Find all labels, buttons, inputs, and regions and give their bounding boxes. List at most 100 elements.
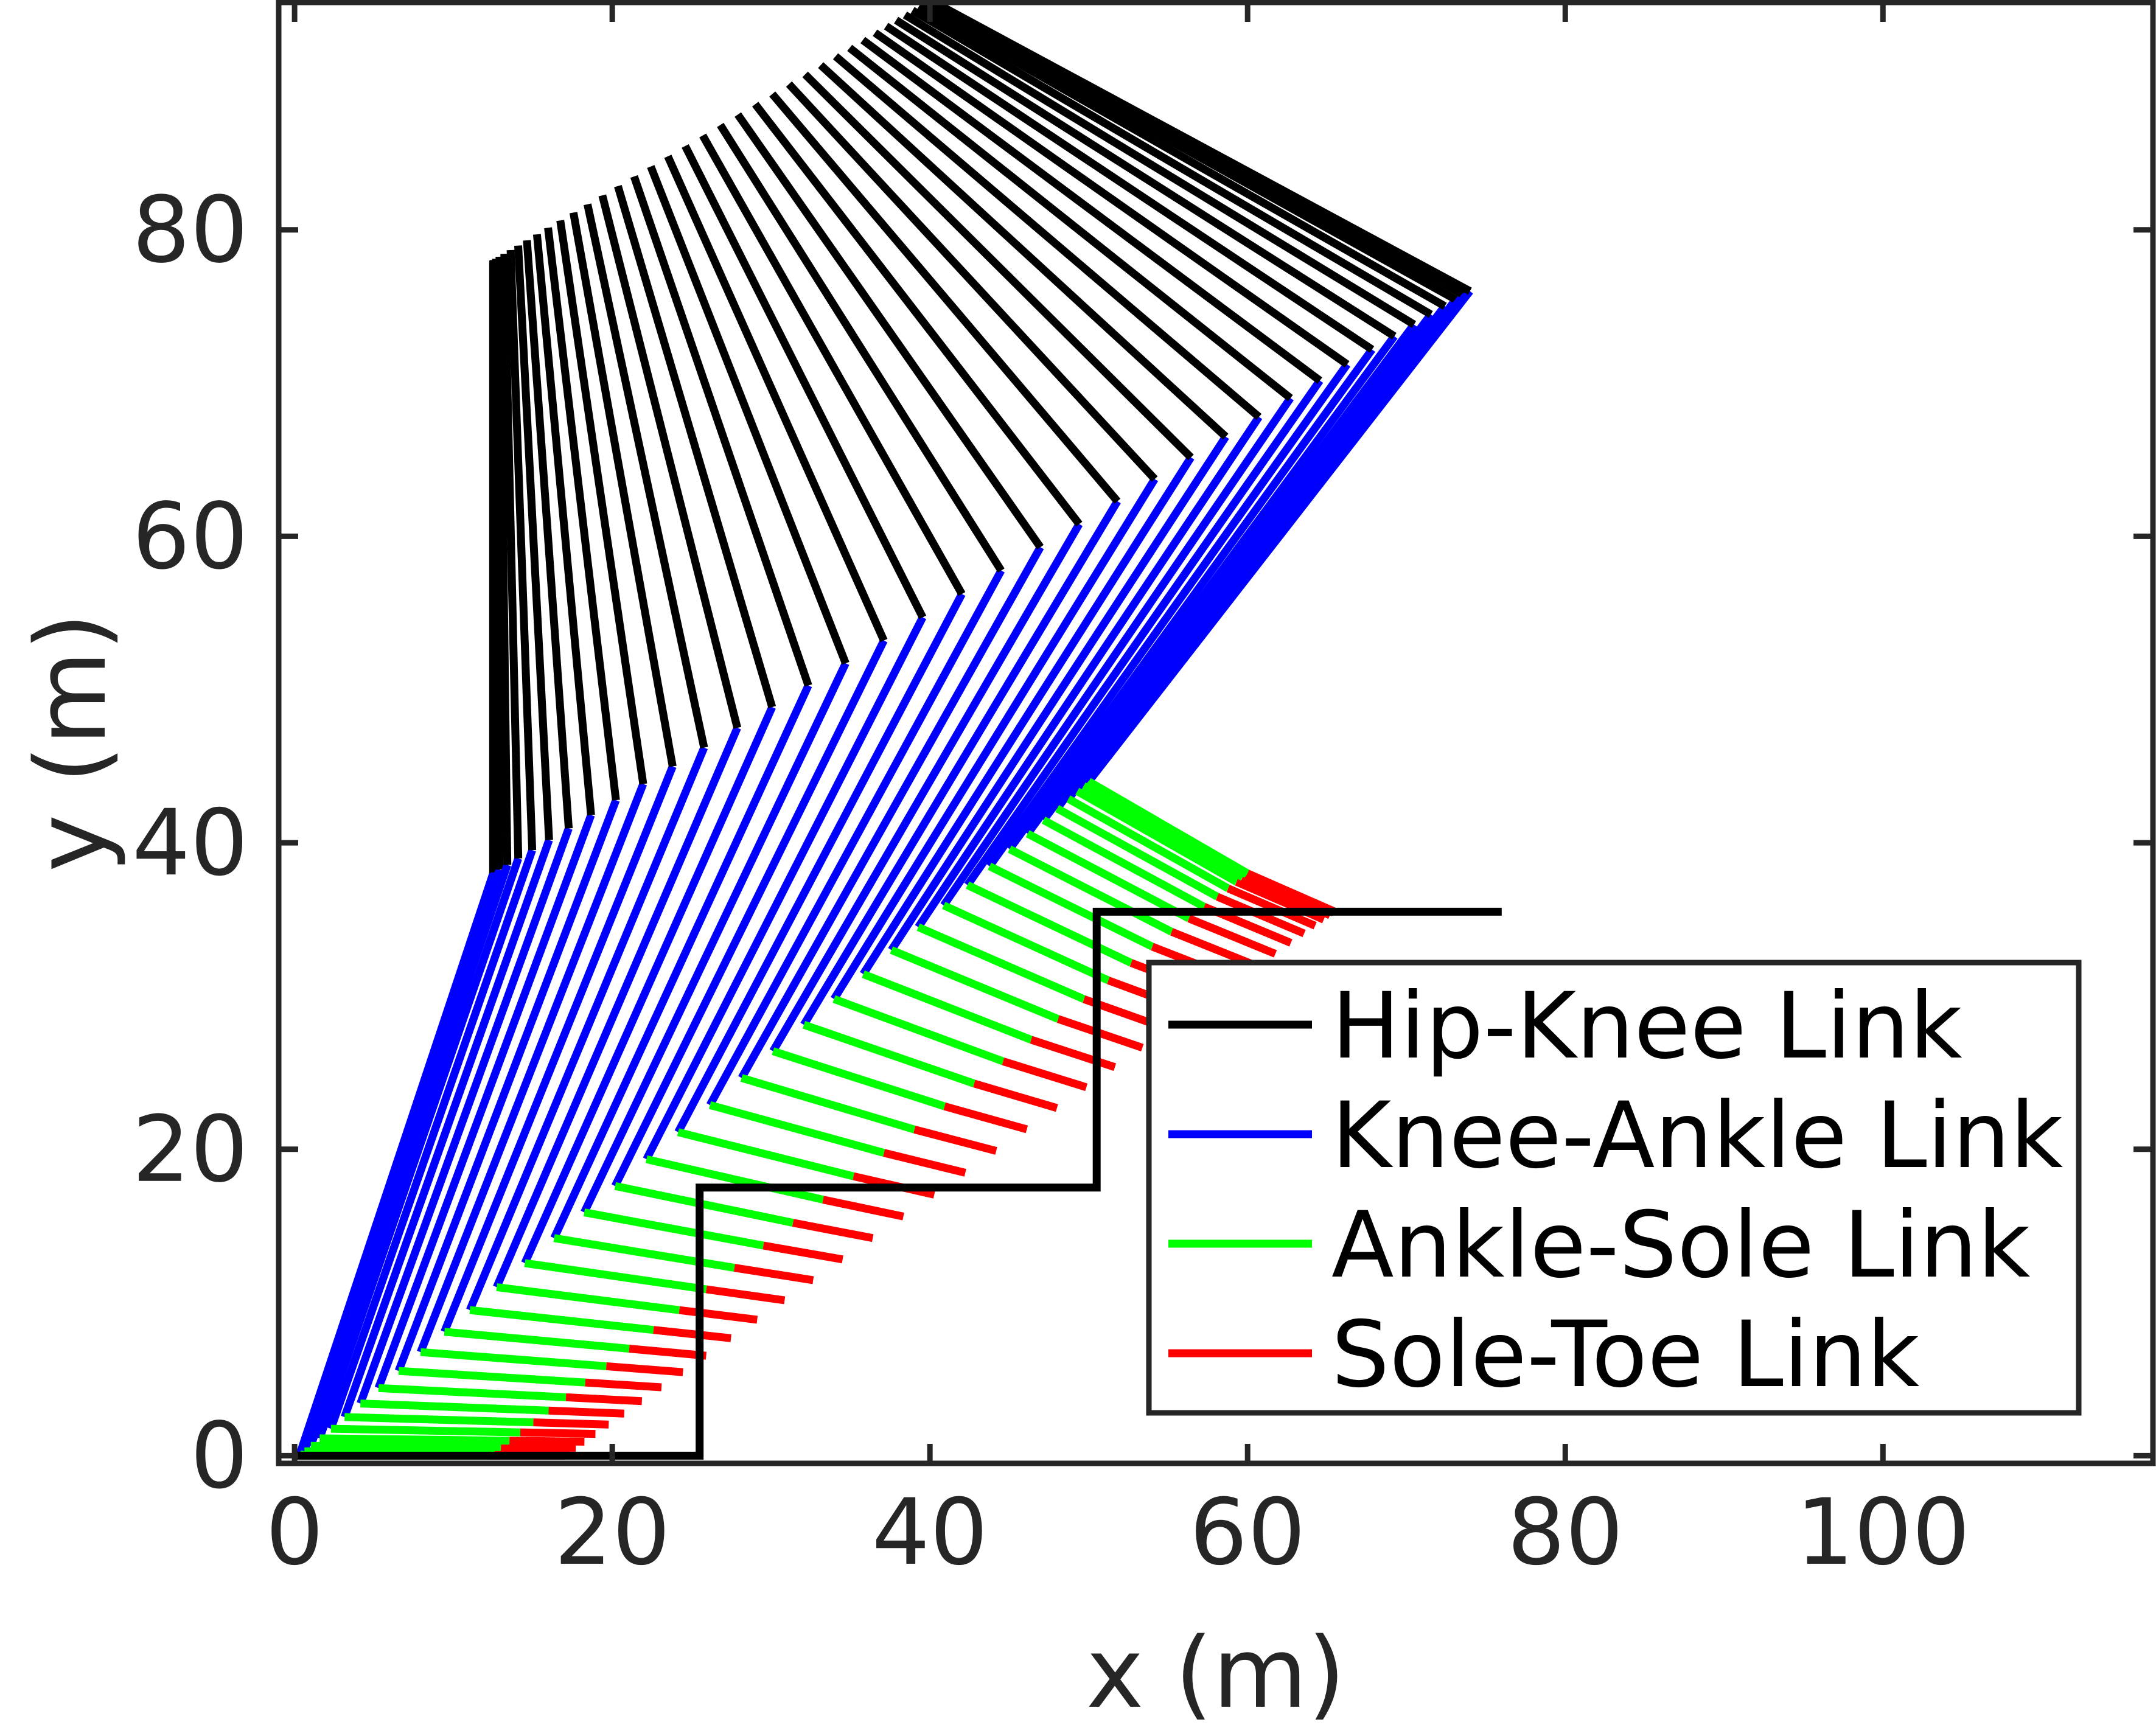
link-segment [769,91,1121,504]
link-segment [550,683,812,1240]
link-segment [398,1367,586,1387]
legend-label: Hip-Knee Link [1331,974,1962,1079]
link-segment [860,455,1195,977]
link-segment [357,827,573,1405]
link-segment [1226,885,1317,930]
axes [276,0,2156,1466]
link-segment [822,1196,904,1221]
link-segment [493,726,741,1289]
link-segment [762,1241,843,1264]
link-segment [928,0,1472,295]
legend-box [1146,960,2082,1416]
link-segment [1066,795,1230,892]
link-segment [581,661,849,1214]
link-segment [647,165,849,665]
link-segment [847,44,1293,402]
link-segment [307,863,511,1448]
link-segment [466,746,708,1312]
link-segment [738,545,1044,1080]
link-segment [733,1264,814,1284]
link-segment [862,970,1033,1044]
link-segment [316,857,522,1440]
link-segment [514,245,553,840]
y-tick-label: 80 [132,178,248,284]
x-axis-label: x (m) [1086,1616,1345,1725]
link-segment [717,122,1005,573]
link-segment [441,765,677,1334]
legend-label: Ankle-Sole Link [1331,1193,2031,1298]
link-segment [873,29,1350,368]
link-segment [1246,869,1337,916]
link-segment [506,249,537,851]
link-segment [752,102,1083,527]
link-segment [943,1102,1028,1134]
axis-labels: x (m) y (m) [14,613,1345,1725]
link-segment [565,1393,643,1406]
link-segment [605,1362,683,1376]
link-segment [674,592,966,1134]
link-segment [888,434,1229,952]
stairs-line [295,907,1502,1460]
link-segment [792,1219,874,1242]
link-segment [682,144,927,619]
link-segment [598,194,742,729]
link-segment [740,1074,916,1134]
link-segment [533,1418,609,1429]
link-segment [679,1306,758,1324]
link-segment [913,1126,997,1155]
link-segment [706,568,1005,1107]
link-segment [1025,830,1191,922]
link-segment [769,522,1083,1053]
link-segment [653,1326,731,1342]
link-segment [524,1259,707,1294]
link-segment [495,256,512,865]
link-segment [1187,915,1277,958]
link-segment [734,112,1044,550]
link-segment [884,23,1375,353]
link-segment [569,212,677,767]
link-segment [1081,782,1245,881]
link-segment [910,7,1433,318]
link-segment [630,175,812,687]
link-segment [1086,778,1250,877]
link-frames [295,0,1473,1460]
ticks: 0 20 40 60 80 100 0 20 40 60 80 [132,2,2153,1586]
link-segment [1030,1036,1117,1071]
link-segment [1002,1058,1088,1092]
link-segment [341,838,553,1419]
link-segment [942,902,1111,984]
y-tick-label: 20 [132,1097,248,1203]
link-segment [1055,805,1219,901]
link-segment [614,184,776,708]
link-segment [883,1149,966,1177]
link-segment [310,1441,501,1451]
y-axis-label: y (m) [14,613,128,872]
link-segment [786,81,1158,482]
legend-label: Sole-Toe Link [1331,1302,1919,1408]
link-segment [894,16,1397,340]
link-segment [378,1384,567,1401]
link-segment [583,1208,764,1250]
link-segment [708,1101,885,1157]
link-segment [521,705,776,1265]
legend-label: Knee-Ankle Link [1331,1083,2063,1189]
link-segment [986,362,1351,869]
link-segment [585,1378,662,1392]
link-segment [802,1021,976,1087]
link-segment [1075,787,1239,885]
link-segment [556,220,647,785]
link-segment [772,1047,946,1110]
link-segment [614,1182,794,1227]
link-segment [417,782,647,1354]
link-segment [705,1285,786,1305]
x-tick-label: 20 [554,1480,671,1586]
link-segment [395,798,620,1373]
link-segment [548,1406,625,1418]
link-segment [344,1413,534,1427]
link-segment [374,814,595,1390]
link-segment [860,37,1322,384]
link-segment [629,1345,707,1360]
link-segment [330,1424,521,1437]
link-segment [1006,347,1375,852]
